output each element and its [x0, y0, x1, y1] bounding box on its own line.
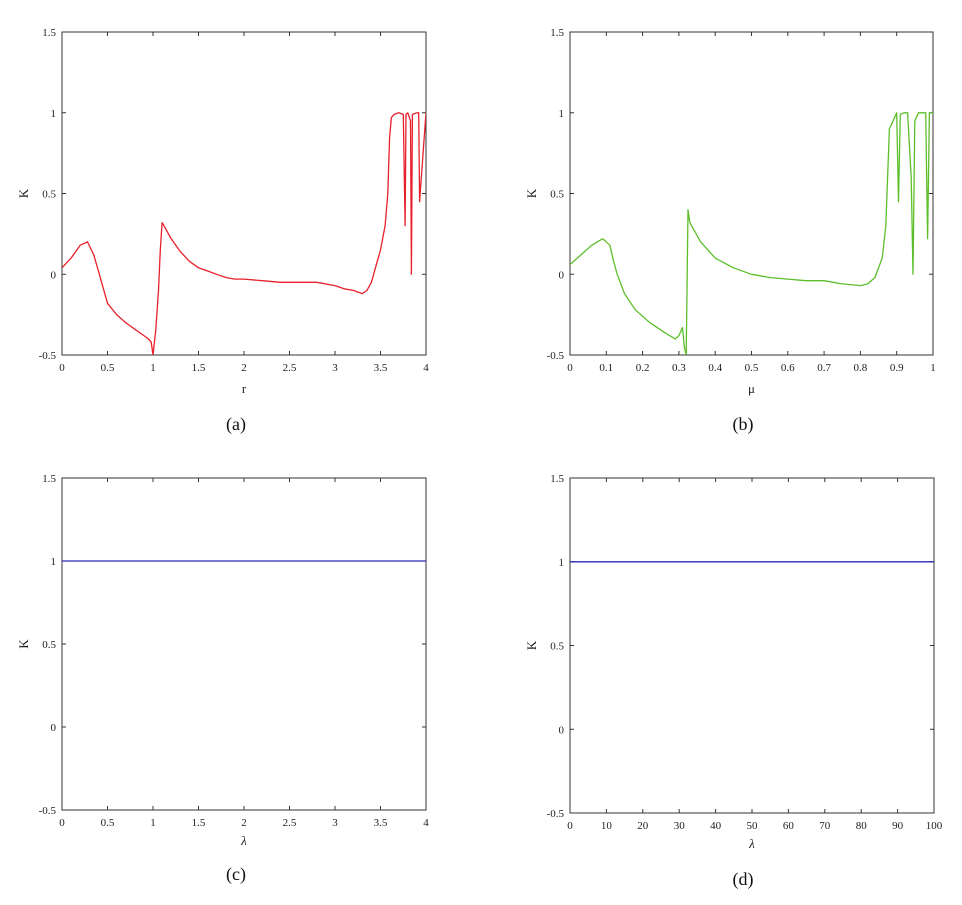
x-tick-label: 0.7: [817, 362, 831, 374]
x-tick-label: 1: [150, 817, 156, 829]
x-tick-label: 0.2: [636, 362, 650, 374]
y-tick-label: 0: [51, 269, 57, 281]
y-tick-label: 1.5: [42, 473, 56, 485]
y-tick-label: 0.5: [550, 189, 564, 201]
x-tick-label: 0.9: [890, 362, 904, 374]
x-tick-label: 20: [637, 820, 649, 832]
x-tick-label: 0.1: [599, 362, 613, 374]
y-tick-label: -0.5: [547, 808, 565, 820]
x-axis-label: λ: [748, 836, 755, 851]
chart-panel-2: 0 0.1 0.2 0.3 0.4 0.5 0.6 0.7 0.8 0.9 1-0.500.511.…: [524, 27, 936, 435]
y-tick-label: 1.5: [550, 27, 564, 39]
y-tick-label: -0.5: [39, 805, 57, 817]
chart-panel-4: 0 10 20 30 40 50 60 70 80 90 100-0.500.511.5λK(d): [524, 473, 943, 890]
y-tick-label: 0: [51, 722, 57, 734]
x-axis-label: λ: [240, 833, 247, 848]
chart-panel-3: 0 0.5 1 1.5 2 2.5 3 3.5 4-0.500.511.5λK(c): [16, 473, 429, 885]
x-tick-label: 80: [856, 820, 868, 832]
x-tick-label: 70: [819, 820, 831, 832]
x-tick-label: 1: [150, 362, 156, 374]
y-tick-label: -0.5: [547, 350, 565, 362]
y-axis-label: K: [524, 188, 539, 198]
x-tick-label: 60: [783, 820, 795, 832]
x-tick-label: 0: [567, 820, 573, 832]
panel-caption: (c): [226, 864, 246, 885]
x-tick-label: 0.4: [708, 362, 722, 374]
y-tick-label: -0.5: [39, 350, 57, 362]
x-tick-label: 0.6: [781, 362, 795, 374]
x-tick-label: 3: [332, 817, 338, 829]
plot-frame: [61, 31, 427, 356]
y-tick-label: 0.5: [550, 641, 564, 653]
y-tick-label: 0.5: [42, 189, 56, 201]
x-tick-label: 0.5: [101, 817, 115, 829]
x-tick-label: 4: [423, 817, 429, 829]
x-tick-label: 2: [241, 817, 247, 829]
x-tick-label: 40: [710, 820, 722, 832]
x-tick-label: 0.8: [854, 362, 868, 374]
y-tick-label: 0: [559, 724, 565, 736]
x-tick-label: 0: [59, 362, 65, 374]
x-tick-label: 30: [674, 820, 686, 832]
series-line-1: [62, 112, 426, 355]
x-tick-label: 50: [747, 820, 759, 832]
series-line-1: [570, 112, 933, 355]
x-tick-label: 2.5: [283, 362, 297, 374]
x-tick-label: 3.5: [374, 362, 388, 374]
panel-caption: (d): [733, 869, 754, 890]
y-tick-label: 1: [51, 556, 57, 568]
x-tick-label: 90: [892, 820, 904, 832]
y-tick-label: 0.5: [42, 639, 56, 651]
x-tick-label: 3.5: [374, 817, 388, 829]
y-tick-label: 1.5: [550, 473, 564, 485]
y-tick-label: 1.5: [42, 27, 56, 39]
x-tick-label: 4: [423, 362, 429, 374]
x-tick-label: 0: [567, 362, 573, 374]
x-tick-label: 10: [601, 820, 613, 832]
plot-frame: [569, 477, 935, 814]
x-tick-label: 0.5: [745, 362, 759, 374]
x-tick-label: 1: [930, 362, 936, 374]
y-tick-label: 1: [51, 108, 57, 120]
plot-frame: [569, 31, 934, 356]
plot-frame: [61, 477, 427, 811]
x-tick-label: 3: [332, 362, 338, 374]
panel-caption: (b): [733, 414, 754, 435]
y-axis-label: K: [16, 188, 31, 198]
y-tick-label: 0: [559, 269, 565, 281]
x-tick-label: 0: [59, 817, 65, 829]
x-tick-label: 100: [926, 820, 943, 832]
y-axis-label: K: [524, 640, 539, 650]
x-tick-label: 1.5: [192, 817, 206, 829]
x-tick-label: 0.5: [101, 362, 115, 374]
x-tick-label: 0.3: [672, 362, 686, 374]
chart-panel-1: 0 0.5 1 1.5 2 2.5 3 3.5 4-0.500.511.5rK(a): [16, 27, 429, 435]
y-tick-label: 1: [559, 108, 565, 120]
y-axis-label: K: [16, 639, 31, 649]
x-tick-label: 2.5: [283, 817, 297, 829]
x-axis-label: μ: [748, 381, 755, 396]
y-tick-label: 1: [559, 557, 565, 569]
x-tick-label: 1.5: [192, 362, 206, 374]
panel-caption: (a): [226, 414, 246, 435]
x-tick-label: 2: [241, 362, 247, 374]
x-axis-label: r: [242, 381, 247, 396]
